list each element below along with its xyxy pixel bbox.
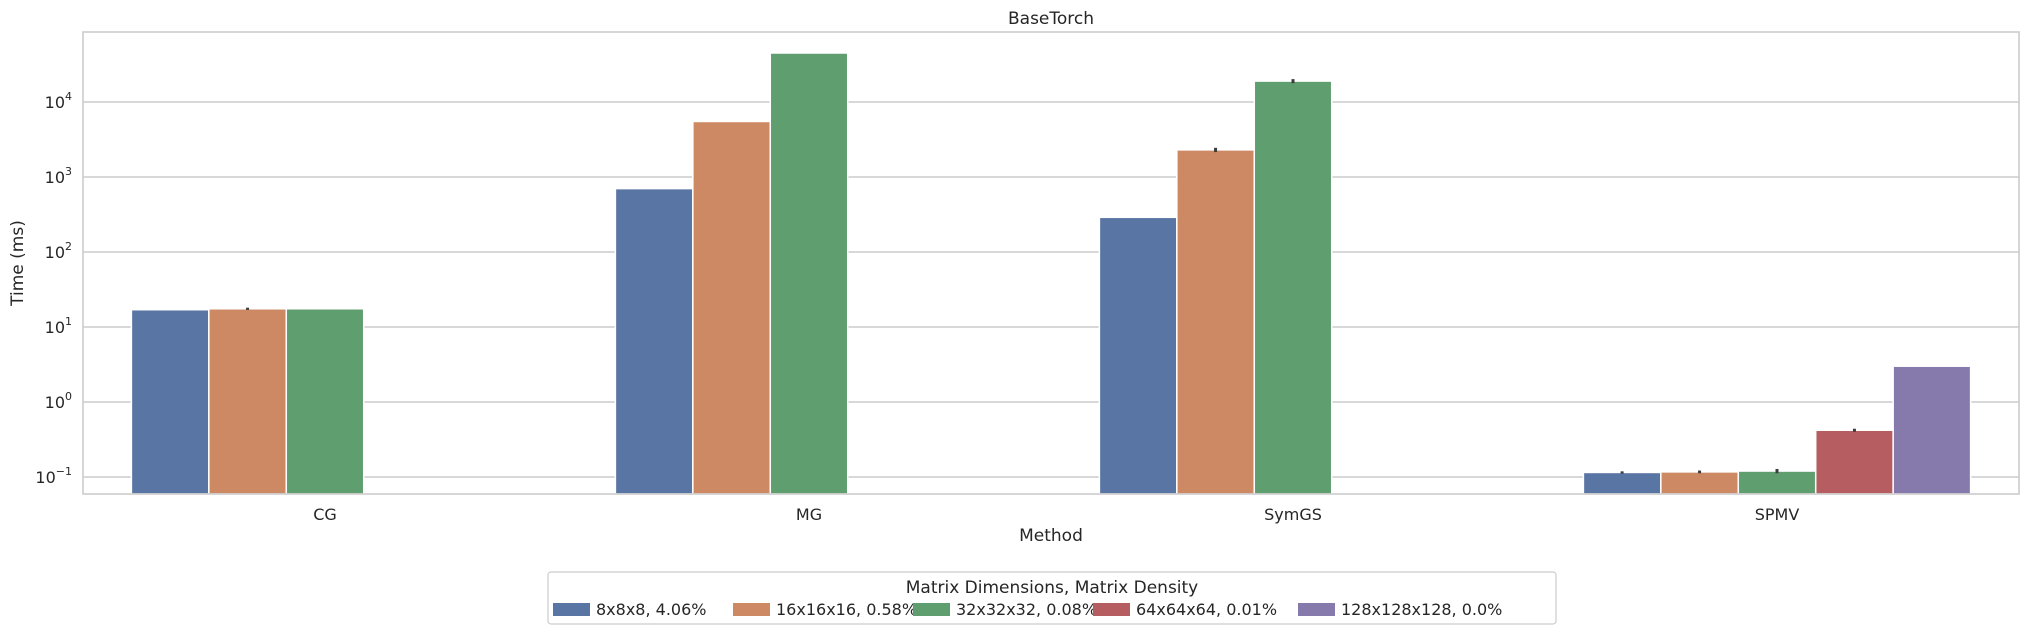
y-axis-label: Time (ms) (8, 220, 28, 307)
legend-label: 32x32x32, 0.08% (956, 600, 1097, 619)
legend-swatch (553, 603, 590, 616)
legend-swatch (1093, 603, 1130, 616)
bar (1098, 216, 1178, 495)
legend-swatch (913, 603, 950, 616)
bar (1892, 365, 1972, 495)
legend-title: Matrix Dimensions, Matrix Density (906, 578, 1199, 598)
y-tick-label: 100 (45, 390, 72, 412)
y-tick-label: 102 (45, 240, 72, 262)
bar (208, 308, 288, 495)
legend-label: 128x128x128, 0.0% (1341, 600, 1502, 619)
y-tick-label: 10−1 (35, 465, 72, 487)
legend-swatch (733, 603, 770, 616)
bar (1176, 149, 1256, 495)
bar (1582, 471, 1662, 495)
y-tick-label: 103 (45, 165, 72, 187)
legend-label: 64x64x64, 0.01% (1136, 600, 1277, 619)
x-tick-label: MG (796, 505, 822, 524)
y-tick-label: 101 (45, 315, 72, 337)
plot-frame (82, 31, 2020, 495)
bar (614, 187, 694, 495)
bar (692, 120, 772, 495)
bar (285, 308, 365, 495)
x-tick-label: SymGS (1264, 505, 1322, 524)
legend-swatch (1298, 603, 1335, 616)
y-tick-labels: 10−1 100 101 102 103 104 (35, 90, 72, 487)
legend-label: 16x16x16, 0.58% (776, 600, 917, 619)
x-axis-label: Method (1019, 526, 1083, 546)
bar (769, 52, 849, 495)
x-tick-labels: CG MG SymGS SPMV (313, 505, 1799, 524)
legend: Matrix Dimensions, Matrix Density 8x8x8,… (547, 571, 1557, 625)
bar (1253, 80, 1333, 495)
x-tick-label: SPMV (1755, 505, 1800, 524)
legend-label: 8x8x8, 4.06% (596, 600, 706, 619)
bar (130, 308, 210, 495)
bar (1660, 471, 1740, 495)
bar (1737, 470, 1817, 495)
legend-items: 8x8x8, 4.06% 16x16x16, 0.58% 32x32x32, 0.0… (553, 600, 1502, 619)
x-tick-label: CG (313, 505, 337, 524)
y-gridlines (83, 101, 2019, 478)
bar (1814, 429, 1894, 495)
chart-title: BaseTorch (1008, 9, 1094, 29)
y-tick-label: 104 (45, 90, 72, 112)
